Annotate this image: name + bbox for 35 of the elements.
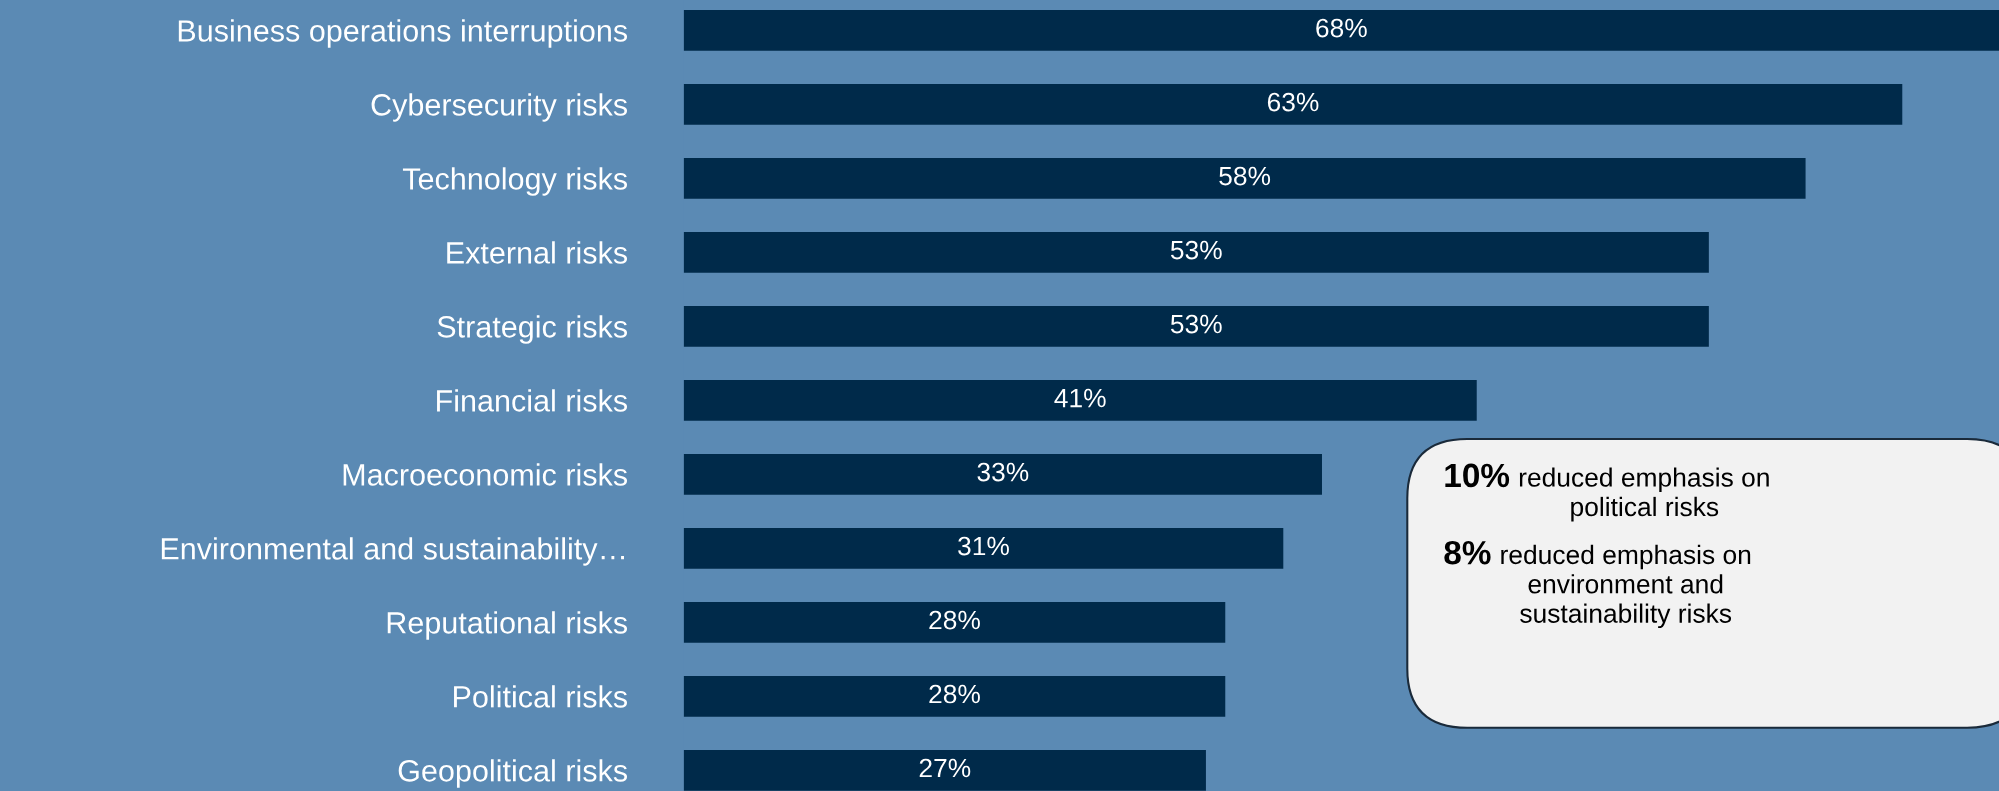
y-tick-label: Financial risks xyxy=(437,389,628,412)
y-tick-label: Reputational risks xyxy=(387,611,628,640)
bar xyxy=(683,601,1226,643)
bar xyxy=(683,157,1806,199)
data-label: 28% xyxy=(929,684,980,704)
y-tick-label: Environmental and sustainability… xyxy=(161,537,624,566)
bar xyxy=(683,379,1477,421)
data-label: 53% xyxy=(1170,240,1222,260)
bar xyxy=(683,453,1322,495)
data-label: 68% xyxy=(1316,18,1367,38)
y-tick-label: Political risks xyxy=(454,685,627,708)
data-label: 31% xyxy=(958,536,1009,556)
data-label: 58% xyxy=(1219,166,1271,186)
bar xyxy=(683,749,1206,791)
data-label: 63% xyxy=(1267,92,1319,112)
y-tick-label: External risks xyxy=(447,241,628,264)
bar xyxy=(683,83,1903,125)
annotation: 10% reduced emphasis on political risks xyxy=(1445,463,1769,522)
y-tick-label: Business operations interruptions xyxy=(178,19,628,48)
bar xyxy=(683,675,1226,717)
data-label: 41% xyxy=(1054,388,1106,408)
bar xyxy=(683,9,1999,51)
bar xyxy=(683,527,1284,569)
y-tick-label: Strategic risks xyxy=(437,315,628,344)
y-tick-label: Macroeconomic risks xyxy=(343,463,628,486)
y-tick-label: Cybersecurity risks xyxy=(371,93,628,122)
data-label: 27% xyxy=(919,758,971,778)
data-label: 33% xyxy=(977,462,1029,482)
data-label: 28% xyxy=(929,610,980,630)
annotation: 8% reduced emphasis on environment and sustainability risks xyxy=(1444,540,1751,629)
bar xyxy=(683,305,1709,347)
y-tick-label: Geopolitical risks xyxy=(398,759,628,788)
data-label: 53% xyxy=(1170,314,1222,334)
y-tick-label: Technology risks xyxy=(402,167,628,196)
bar xyxy=(683,231,1709,273)
